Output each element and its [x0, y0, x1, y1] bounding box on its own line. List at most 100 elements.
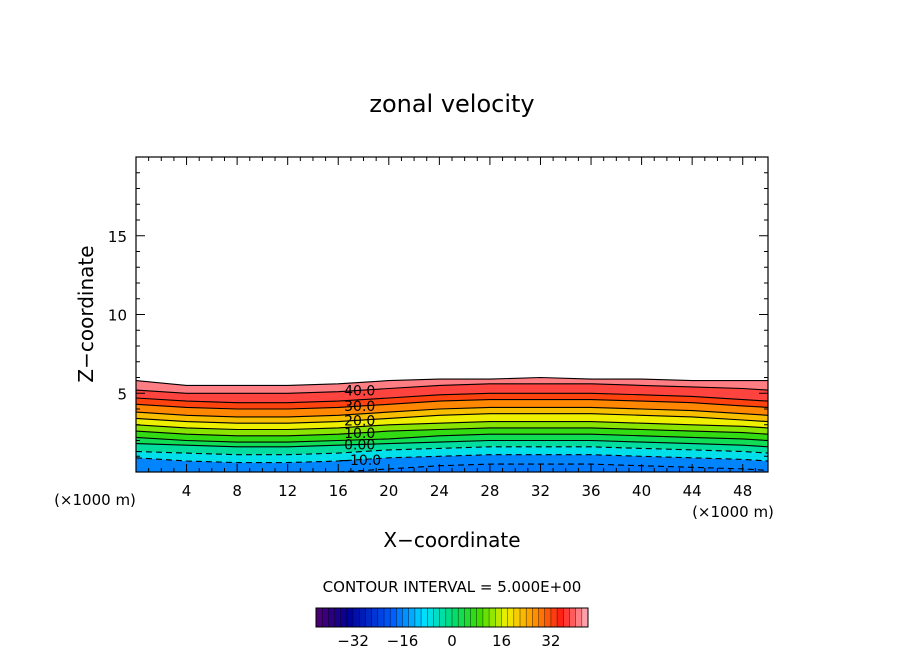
- colorbar-cell: [353, 608, 360, 627]
- colorbar-tick-label: 0: [447, 632, 457, 650]
- contour-label: 0.00: [344, 438, 375, 454]
- colorbar-cell: [581, 608, 589, 627]
- contour-lines: [136, 376, 768, 472]
- contour-band: [136, 383, 768, 403]
- colorbar-cell: [384, 608, 391, 627]
- colorbar-cell: [557, 608, 564, 627]
- colorbar-cell: [464, 608, 471, 627]
- colorbar-cell: [439, 608, 447, 627]
- contour-label: 10.0: [344, 426, 375, 442]
- colorbar-tick-label: −16: [387, 632, 419, 650]
- x-unit-right: (×1000 m): [692, 503, 774, 521]
- colorbar: [315, 608, 589, 627]
- colorbar-cell: [328, 608, 335, 627]
- contour-line: [136, 413, 768, 424]
- contour-label: −10.0: [338, 453, 381, 469]
- contour-band: [136, 440, 768, 455]
- colorbar-cell: [538, 608, 546, 627]
- contour-band: [136, 413, 768, 430]
- colorbar-cell: [495, 608, 502, 627]
- x-tick-label: 48: [733, 482, 752, 500]
- colorbar-cell: [334, 608, 342, 627]
- colorbar-cell: [408, 608, 416, 627]
- x-tick-labels: 4 8 12 16 20 24 28 32 36 40 44 48: [182, 482, 752, 500]
- x-tick-label: 28: [480, 482, 499, 500]
- contour-line: [136, 383, 768, 394]
- colorbar-cell: [322, 608, 329, 627]
- x-tick-label: 20: [379, 482, 398, 500]
- contour-line: [136, 392, 768, 404]
- colorbar-cell: [433, 608, 440, 627]
- colorbar-frame: [315, 607, 589, 628]
- chart-title: zonal velocity: [369, 90, 534, 118]
- colorbar-cell: [520, 608, 527, 627]
- colorbar-cell: [377, 608, 385, 627]
- y-tick-label: 10: [108, 307, 127, 325]
- colorbar-tick-label: 16: [492, 632, 511, 650]
- contour-label: 20.0: [344, 413, 375, 429]
- colorbar-cell: [365, 608, 372, 627]
- colorbar-cell: [316, 608, 323, 627]
- colorbar-cell: [414, 608, 422, 627]
- x-axis-label: X−coordinate: [383, 528, 520, 552]
- colorbar-cell: [390, 608, 397, 627]
- contour-band: [136, 446, 768, 463]
- contour-labels: 40.030.020.010.00.00−10.0: [338, 384, 381, 469]
- colorbar-cell: [544, 608, 552, 627]
- colorbar-cell: [452, 608, 459, 627]
- y-axis-label: Z−coordinate: [74, 245, 98, 382]
- colorbar-cell: [550, 608, 558, 627]
- colorbar-cell: [340, 608, 348, 627]
- contour-interval-label: CONTOUR INTERVAL = 5.000E+00: [323, 578, 582, 596]
- contour-label: 40.0: [344, 384, 375, 400]
- colorbar-cell: [470, 608, 478, 627]
- contour-line: [136, 421, 768, 431]
- x-tick-label: 16: [329, 482, 348, 500]
- colorbar-cell: [482, 608, 490, 627]
- colorbar-cell: [396, 608, 403, 627]
- contour-line: [136, 399, 768, 410]
- colorbar-cell: [563, 608, 570, 627]
- colorbar-tick-label: −32: [337, 632, 369, 650]
- colorbar-cell: [458, 608, 465, 627]
- x-tick-label: 36: [581, 482, 600, 500]
- colorbar-cell: [501, 608, 508, 627]
- x-tick-label: 12: [278, 482, 297, 500]
- colorbar-cell: [346, 608, 354, 627]
- colorbar-cell: [371, 608, 379, 627]
- colorbar-cell: [569, 608, 576, 627]
- colorbar-cell: [427, 608, 434, 627]
- x-tick-label: 24: [430, 482, 449, 500]
- axis-ticks: [136, 157, 768, 472]
- colorbar-cell: [421, 608, 428, 627]
- colorbar-cell: [359, 608, 366, 627]
- y-tick-label: 15: [108, 228, 127, 246]
- colorbar-cell: [513, 608, 521, 627]
- colorbar-cell: [575, 608, 583, 627]
- x-tick-label: 4: [182, 482, 192, 500]
- filled-contour-bands: [136, 377, 768, 472]
- colorbar-cell: [402, 608, 410, 627]
- contour-line: [136, 433, 768, 443]
- colorbar-cell: [489, 608, 496, 627]
- contour-band: [136, 393, 768, 409]
- contour-line: [136, 427, 768, 437]
- x-tick-label: 32: [531, 482, 550, 500]
- contour-line: [136, 406, 768, 418]
- contour-band: [136, 407, 768, 424]
- x-tick-label: 8: [232, 482, 242, 500]
- colorbar-cell: [476, 608, 484, 627]
- colorbar-tick-label: 32: [541, 632, 560, 650]
- contour-label: 30.0: [344, 399, 375, 415]
- y-tick-labels: 5 10 15: [108, 228, 127, 404]
- contour-band: [136, 434, 768, 447]
- x-tick-label: 44: [683, 482, 702, 500]
- contour-line: [136, 439, 768, 448]
- x-tick-label: 40: [632, 482, 651, 500]
- x-unit-left: (×1000 m): [54, 491, 136, 509]
- colorbar-cell: [526, 608, 533, 627]
- contour-line: [136, 376, 768, 386]
- y-tick-label: 5: [117, 385, 127, 403]
- colorbar-cell: [507, 608, 515, 627]
